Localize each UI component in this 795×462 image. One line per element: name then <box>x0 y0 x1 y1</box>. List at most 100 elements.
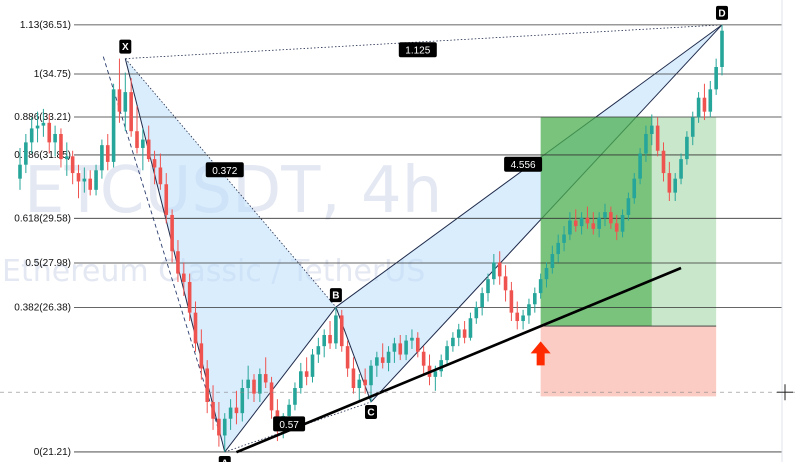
point-label-box <box>329 288 342 303</box>
candle-body <box>117 89 122 112</box>
ratio-label-box <box>205 162 244 178</box>
stop-zone <box>540 326 717 397</box>
candle-body <box>111 89 116 162</box>
candle-body <box>644 133 648 154</box>
point-label-a: A <box>221 458 228 462</box>
point-label-b: B <box>332 291 339 302</box>
candle-body <box>591 223 596 229</box>
candle-body <box>620 214 625 232</box>
candle-body <box>363 379 367 386</box>
ratio-label-box <box>398 42 437 58</box>
candle-body <box>18 164 22 179</box>
ratio-label-box <box>504 156 543 172</box>
candle-body <box>334 315 338 344</box>
candle-body <box>690 117 695 137</box>
candle-body <box>76 173 81 182</box>
ratio-label: 0.372 <box>212 166 237 177</box>
candle-body <box>182 273 186 282</box>
candle-body <box>708 89 713 112</box>
candle-body <box>263 374 268 383</box>
candle-body <box>456 329 461 338</box>
profit-zone <box>540 116 652 327</box>
candle-body <box>421 351 426 366</box>
ratio-label: 1.125 <box>405 46 430 57</box>
long-position-tool[interactable] <box>540 116 717 397</box>
candle-body <box>568 220 572 235</box>
candle-body <box>556 242 560 255</box>
candle-body <box>573 220 578 227</box>
pattern-labels: 0.372 0.57 1.125 4.556 X A B C D <box>119 5 728 462</box>
point-label-d: D <box>718 8 725 19</box>
candle-body <box>579 217 584 227</box>
candle-body <box>217 418 221 436</box>
candle-body <box>304 371 309 377</box>
candle-body <box>521 315 525 322</box>
candle-body <box>433 371 438 377</box>
fib-level-label: 1(34.75) <box>34 69 71 80</box>
candle-body <box>486 279 490 294</box>
candle-body <box>187 281 192 313</box>
candle-body <box>258 374 262 394</box>
candle-body <box>70 156 75 174</box>
candle-body <box>345 346 350 369</box>
candle-body <box>714 66 718 90</box>
candle-body <box>176 251 180 274</box>
candle-body <box>410 337 414 341</box>
point-label-x: X <box>122 42 129 53</box>
candle-body <box>416 337 420 352</box>
candle-body <box>29 128 34 143</box>
candle-body <box>269 382 274 411</box>
candle-body <box>316 346 321 355</box>
candle-body <box>544 267 549 280</box>
candle-body <box>398 343 403 355</box>
candle-body <box>655 125 660 151</box>
candle-body <box>146 139 151 160</box>
candle-body <box>538 279 543 294</box>
fibonacci-levels[interactable]: 1.13(36.51) 1(34.75) 0.886(33.21) 0.786(31.… <box>14 20 782 458</box>
fib-level-label: 0.786(31.85) <box>14 150 71 161</box>
crosshair <box>0 384 795 401</box>
candle-body <box>205 368 209 402</box>
candle-body <box>135 131 139 148</box>
fib-level-label: 0(21.21) <box>34 447 71 458</box>
candle-body <box>474 307 479 319</box>
candle-body <box>252 379 256 394</box>
candle-body <box>685 136 689 160</box>
ratio-label-box <box>273 416 306 432</box>
candle-body <box>503 276 508 291</box>
candle-body <box>322 334 326 347</box>
candle-body <box>720 30 724 67</box>
candle-body <box>451 337 455 347</box>
candle-body <box>41 122 46 126</box>
candle-body <box>35 125 40 129</box>
trendline[interactable] <box>235 266 682 454</box>
point-label-box <box>218 455 231 462</box>
candle-body <box>47 122 52 143</box>
candle-body <box>53 133 57 143</box>
profit-zone <box>651 116 717 327</box>
candle-body <box>240 388 245 414</box>
pattern-fill <box>125 58 336 452</box>
candle-body <box>603 212 607 218</box>
pattern-extension <box>102 56 223 441</box>
candle-body <box>497 262 502 277</box>
candle-body <box>392 343 397 352</box>
candle-body <box>88 178 92 190</box>
candle-body <box>369 365 373 386</box>
candle-body <box>515 312 520 322</box>
candle-body <box>468 318 473 338</box>
candle-body <box>82 178 87 182</box>
candle-body <box>158 167 163 185</box>
candle-body <box>445 346 449 361</box>
candle-body <box>246 379 250 389</box>
candle-body <box>299 371 303 389</box>
ratio-label: 4.556 <box>511 160 536 171</box>
candle-body <box>509 290 514 313</box>
candle-body <box>527 304 531 316</box>
point-label-box <box>716 5 728 20</box>
fib-level-label: 0.5(27.98) <box>25 258 71 269</box>
candle-body <box>404 340 408 355</box>
candle-body <box>100 145 104 171</box>
candle-body <box>480 293 484 308</box>
